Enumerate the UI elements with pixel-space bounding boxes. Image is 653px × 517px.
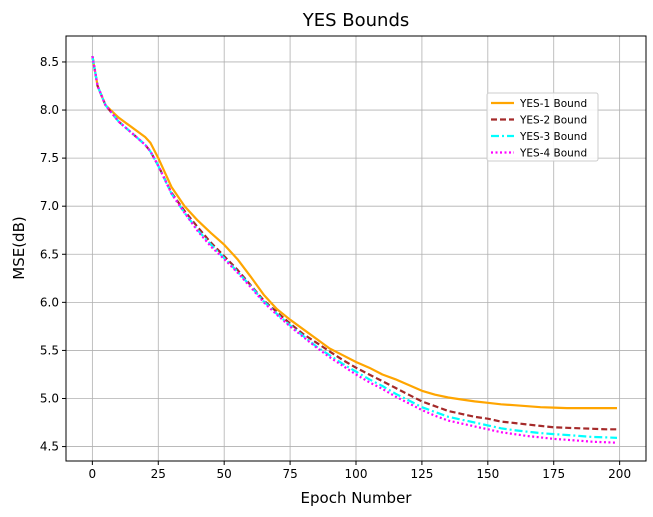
- x-tick-label: 50: [217, 467, 232, 481]
- legend-label: YES-1 Bound: [519, 98, 587, 110]
- y-tick-label: 4.5: [40, 440, 59, 454]
- legend-label: YES-3 Bound: [519, 131, 587, 143]
- y-tick-label: 6.5: [40, 247, 59, 261]
- series-line-4: [91, 56, 618, 444]
- y-tick-label: 5.5: [40, 343, 59, 357]
- y-axis: 4.5 5.0 5.5 6.0 6.5 7.0 7.5 8.0 8.5: [40, 55, 66, 454]
- x-tick-label: 150: [476, 467, 499, 481]
- legend: YES-1 Bound YES-2 Bound YES-3 Bound YES-4 B…: [486, 92, 599, 162]
- y-axis-label: MSE(dB): [10, 216, 28, 279]
- y-tick-label: 8.5: [40, 55, 59, 69]
- y-tick-label: 7.0: [40, 199, 59, 213]
- legend-label: YES-4 Bound: [519, 148, 587, 160]
- x-tick-label: 125: [410, 467, 433, 481]
- chart-title: YES Bounds: [302, 10, 410, 31]
- x-axis-label: Epoch Number: [301, 489, 413, 507]
- x-axis: 0 25 50 75 100 125 150 175 200: [89, 461, 631, 481]
- y-tick-label: 6.0: [40, 295, 59, 309]
- x-tick-label: 175: [542, 467, 565, 481]
- y-tick-label: 7.5: [40, 151, 59, 165]
- x-tick-label: 0: [89, 467, 97, 481]
- legend-label: YES-2 Bound: [519, 115, 587, 127]
- x-tick-label: 100: [345, 467, 368, 481]
- x-tick-label: 200: [608, 467, 631, 481]
- y-tick-label: 8.0: [40, 103, 59, 117]
- legend-box: [486, 92, 599, 162]
- x-tick-label: 75: [282, 467, 297, 481]
- series-line-1: [91, 56, 617, 410]
- series-layer: [91, 56, 618, 444]
- y-tick-label: 5.0: [40, 392, 59, 406]
- x-tick-label: 25: [151, 467, 166, 481]
